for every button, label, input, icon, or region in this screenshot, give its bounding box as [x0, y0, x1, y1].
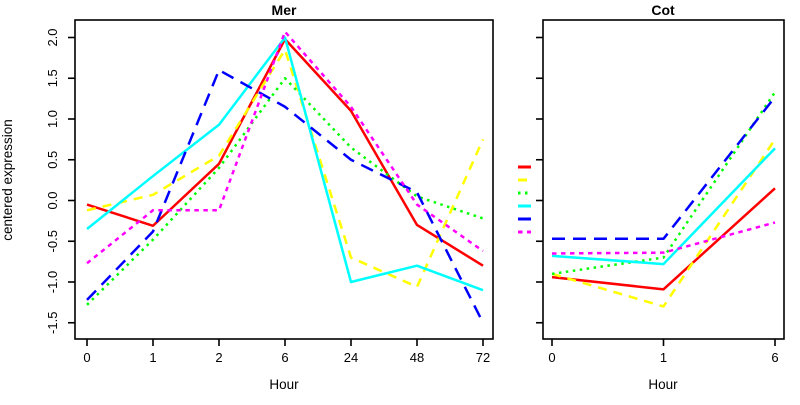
- x-axis-tick-label: 2: [215, 350, 222, 365]
- y-axis-tick-label: -1.5: [45, 312, 60, 334]
- series-blue-line-mer: [86, 68, 485, 324]
- y-axis-tick-label: 2.0: [45, 28, 60, 46]
- series-blue-line-cot: [552, 96, 776, 241]
- y-axis-label: centered expression: [0, 119, 15, 241]
- x-axis-tick-label: 48: [410, 350, 424, 365]
- x-axis-tick-label: 1: [660, 350, 667, 365]
- chart-root: 2.0 1.5 1.0 0.5 0.0 -0.5 -1.0 -1.5 0 1 2 6 24 48 72 0 1 6: [45, 19, 785, 365]
- series-magenta-line-mer: [86, 30, 484, 265]
- x-axis-tick-label: 0: [83, 350, 90, 365]
- series-red-line-mer: [86, 37, 484, 267]
- plot-border-cot: [542, 19, 785, 340]
- series-green-line-cot: [551, 91, 777, 276]
- x-axis-label-mer: Hour: [269, 377, 299, 392]
- x-axis-label-cot: Hour: [648, 377, 678, 392]
- series-magenta-line-cot: [551, 221, 776, 255]
- y-axis-tick-label: 1.0: [45, 110, 60, 128]
- x-axis-tick-label: 6: [281, 350, 288, 365]
- series-red-line-cot: [551, 187, 776, 291]
- x-axis-tick-label: 6: [771, 350, 778, 365]
- series-yellow-line-mer: [86, 48, 485, 289]
- x-axis-tick-label: 72: [476, 350, 490, 365]
- panel-title-cot: Cot: [651, 2, 675, 18]
- y-axis-tick-label: -1.0: [45, 271, 60, 293]
- series-cyan-line-cot: [551, 147, 776, 266]
- x-axis-tick-label: 0: [548, 350, 555, 365]
- panel-title-mer: Mer: [272, 2, 297, 18]
- series-cyan-line-mer: [86, 36, 484, 292]
- series-green-line-mer: [86, 77, 484, 306]
- y-axis-tick-label: 0.5: [45, 151, 60, 169]
- y-axis-tick-label: 1.5: [45, 69, 60, 87]
- y-axis-tick-label: -0.5: [45, 230, 60, 252]
- series-yellow-line-cot: [551, 138, 777, 308]
- plot-border-mer: [74, 19, 494, 340]
- x-axis-tick-label: 24: [344, 350, 358, 365]
- y-axis-tick-label: 0.0: [45, 191, 60, 209]
- x-axis-tick-label: 1: [149, 350, 156, 365]
